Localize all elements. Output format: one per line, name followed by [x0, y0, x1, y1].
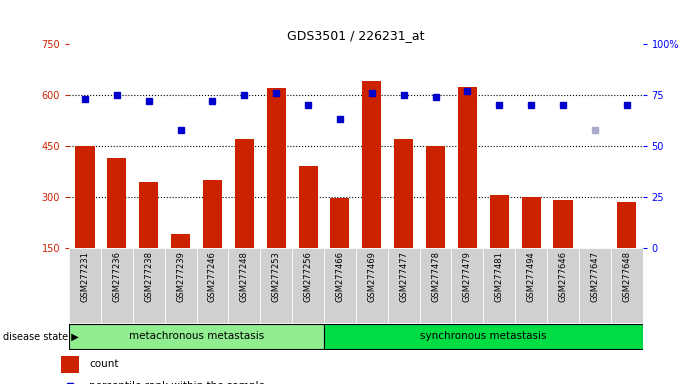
Bar: [394, 139, 413, 248]
Bar: [547, 248, 579, 323]
Bar: [107, 158, 126, 248]
Text: GSM277246: GSM277246: [208, 252, 217, 302]
Text: synchronous metastasis: synchronous metastasis: [420, 331, 547, 341]
Text: disease state ▶: disease state ▶: [3, 331, 79, 341]
Text: GSM277239: GSM277239: [176, 252, 185, 302]
Bar: [267, 88, 286, 248]
Text: GSM277648: GSM277648: [622, 252, 631, 303]
Bar: [388, 248, 419, 323]
Bar: [61, 356, 79, 372]
Bar: [522, 197, 540, 248]
Text: GSM277646: GSM277646: [558, 252, 567, 303]
Bar: [585, 248, 605, 255]
Text: percentile rank within the sample: percentile rank within the sample: [89, 381, 265, 384]
Text: count: count: [89, 359, 119, 369]
Bar: [330, 199, 350, 248]
Text: GSM277477: GSM277477: [399, 252, 408, 303]
Bar: [69, 248, 101, 323]
Text: GSM277236: GSM277236: [113, 252, 122, 303]
Bar: [483, 248, 515, 323]
Bar: [324, 248, 356, 323]
Text: GSM277469: GSM277469: [368, 252, 377, 302]
Bar: [419, 248, 451, 323]
Text: GSM277494: GSM277494: [527, 252, 536, 302]
Bar: [69, 324, 324, 349]
Bar: [515, 248, 547, 323]
Bar: [139, 182, 158, 248]
Bar: [617, 202, 636, 248]
Bar: [164, 248, 196, 323]
Text: metachronous metastasis: metachronous metastasis: [129, 331, 264, 341]
Text: GSM277466: GSM277466: [335, 252, 344, 303]
Bar: [203, 180, 222, 248]
Text: GSM277647: GSM277647: [590, 252, 599, 303]
Text: GSM277478: GSM277478: [431, 252, 440, 303]
Bar: [324, 324, 643, 349]
Bar: [171, 234, 190, 248]
Bar: [261, 248, 292, 323]
Bar: [101, 248, 133, 323]
Bar: [553, 200, 573, 248]
Bar: [356, 248, 388, 323]
Title: GDS3501 / 226231_at: GDS3501 / 226231_at: [287, 28, 424, 41]
Bar: [451, 248, 483, 323]
Bar: [229, 248, 261, 323]
Bar: [75, 146, 95, 248]
Text: GSM277231: GSM277231: [81, 252, 90, 302]
Bar: [490, 195, 509, 248]
Text: GSM277256: GSM277256: [303, 252, 312, 302]
Bar: [235, 139, 254, 248]
Text: GSM277248: GSM277248: [240, 252, 249, 302]
Text: GSM277253: GSM277253: [272, 252, 281, 302]
Bar: [362, 81, 381, 248]
Bar: [458, 86, 477, 248]
Text: GSM277238: GSM277238: [144, 252, 153, 303]
Bar: [133, 248, 164, 323]
Bar: [426, 146, 445, 248]
Text: GSM277479: GSM277479: [463, 252, 472, 302]
Bar: [292, 248, 324, 323]
Bar: [611, 248, 643, 323]
Bar: [299, 166, 318, 248]
Text: GSM277481: GSM277481: [495, 252, 504, 302]
Bar: [196, 248, 229, 323]
Bar: [579, 248, 611, 323]
